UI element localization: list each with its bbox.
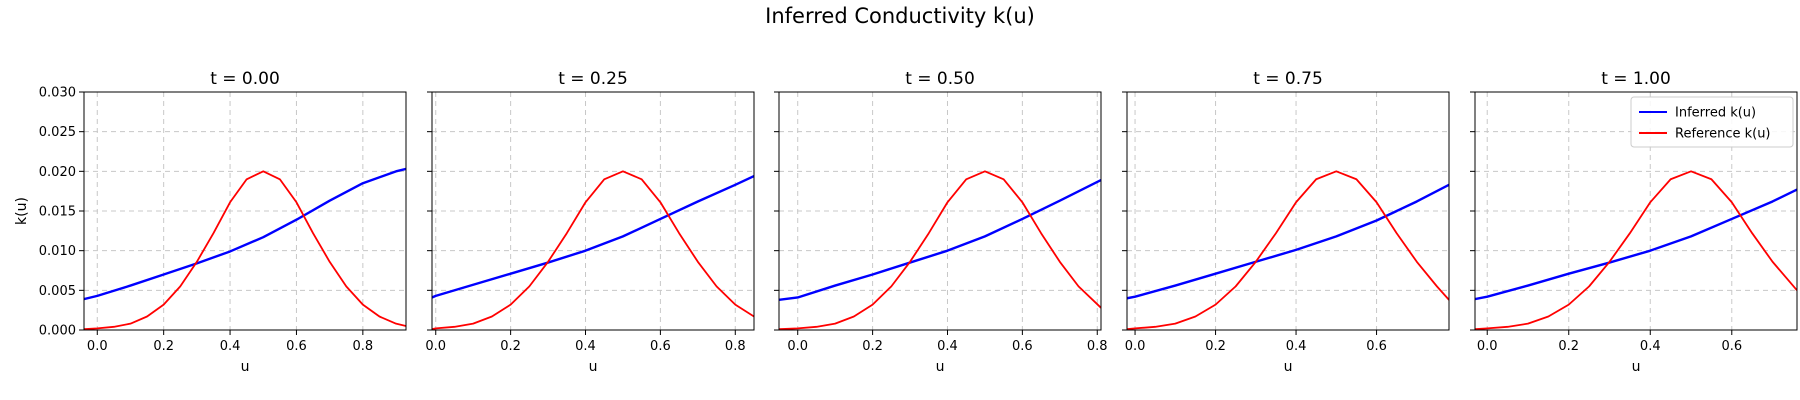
x-axis-label: u: [589, 359, 598, 375]
subplot-title: t = 0.50: [905, 69, 975, 89]
inferred-series-line: [779, 178, 1101, 302]
subplot-4: t = 1.00 0.0 0.2 0.4 0.6 u Inferred k(u) Refere…: [1470, 69, 1798, 375]
inferred-series-line: [84, 167, 406, 301]
x-tick-label: 0.0: [1125, 339, 1146, 354]
x-axis-label: u: [936, 359, 945, 375]
legend-entry: Reference k(u): [1675, 127, 1771, 142]
subplot-3: t = 0.75 0.0 0.2 0.4 0.6 u: [1122, 69, 1450, 375]
x-tick-label: 0.2: [153, 339, 174, 354]
x-tick-label: 0.6: [1012, 339, 1033, 354]
y-tick-label: 0.000: [39, 324, 76, 339]
x-tick-label: 0.4: [1286, 339, 1307, 354]
reference-series-line: [84, 170, 406, 330]
subplot-0: t = 0.00 0.000 0.005 0.010 0.015 0.020 0.025 0.…: [14, 69, 407, 375]
reference-series-line: [779, 170, 1101, 330]
y-tick-label: 0.015: [39, 205, 76, 220]
figure-title: Inferred Conductivity k(u): [765, 4, 1035, 28]
y-tick-label: 0.025: [39, 125, 76, 140]
x-tick-label: 0.0: [425, 339, 446, 354]
y-tick-label: 0.020: [39, 165, 76, 180]
subplot-title: t = 0.25: [558, 69, 628, 89]
x-tick-label: 0.6: [650, 339, 671, 354]
subplot-grid: t = 0.00 0.000 0.005 0.010 0.015 0.020 0.025 0.…: [14, 69, 1798, 375]
legend-box: [1630, 96, 1794, 148]
x-tick-label: 0.2: [862, 339, 883, 354]
subplot-title: t = 0.00: [210, 69, 280, 89]
x-axis-label: u: [1632, 359, 1641, 375]
inferred-series-line: [1127, 183, 1449, 300]
y-axis-label: k(u): [14, 197, 30, 225]
x-tick-label: 0.4: [575, 339, 596, 354]
legend-entry: Inferred k(u): [1675, 106, 1756, 121]
x-tick-label: 0.6: [1721, 339, 1742, 354]
x-tick-label: 0.2: [1205, 339, 1226, 354]
x-tick-label: 0.0: [787, 339, 808, 354]
x-tick-label: 0.0: [87, 339, 108, 354]
x-axis-label: u: [1284, 359, 1293, 375]
x-tick-label: 0.4: [220, 339, 241, 354]
subplot-title: t = 1.00: [1601, 69, 1671, 89]
x-tick-label: 0.6: [1366, 339, 1387, 354]
reference-series-line: [1475, 170, 1797, 330]
subplot-1: t = 0.25 0.0 0.2 0.4 0.6 0.8 u: [425, 69, 755, 375]
x-tick-label: 0.8: [725, 339, 746, 354]
reference-series-line: [1127, 170, 1449, 330]
x-tick-label: 0.2: [500, 339, 521, 354]
reference-series-line: [432, 170, 754, 330]
x-tick-label: 0.0: [1477, 339, 1498, 354]
axes-frame: [431, 91, 755, 331]
subplot-title: t = 0.75: [1253, 69, 1323, 89]
x-tick-label: 0.8: [353, 339, 374, 354]
inferred-series-line: [432, 175, 754, 299]
x-tick-label: 0.2: [1558, 339, 1579, 354]
y-tick-label: 0.005: [39, 284, 76, 299]
y-tick-label: 0.010: [39, 244, 76, 259]
axes-frame: [83, 91, 407, 331]
subplot-2: t = 0.50 0.0 0.2 0.4 0.6 0.8 u: [774, 69, 1108, 375]
x-tick-label: 0.6: [286, 339, 307, 354]
axes-frame: [778, 91, 1102, 331]
axes-frame: [1126, 91, 1450, 331]
y-tick-label: 0.030: [39, 86, 76, 101]
x-tick-label: 0.8: [1087, 339, 1108, 354]
x-axis-label: u: [241, 359, 250, 375]
inferred-series-line: [1475, 188, 1797, 301]
legend: Inferred k(u) Reference k(u): [1630, 96, 1794, 148]
x-tick-label: 0.4: [937, 339, 958, 354]
axes-frame: [1474, 91, 1798, 331]
x-tick-label: 0.4: [1640, 339, 1661, 354]
